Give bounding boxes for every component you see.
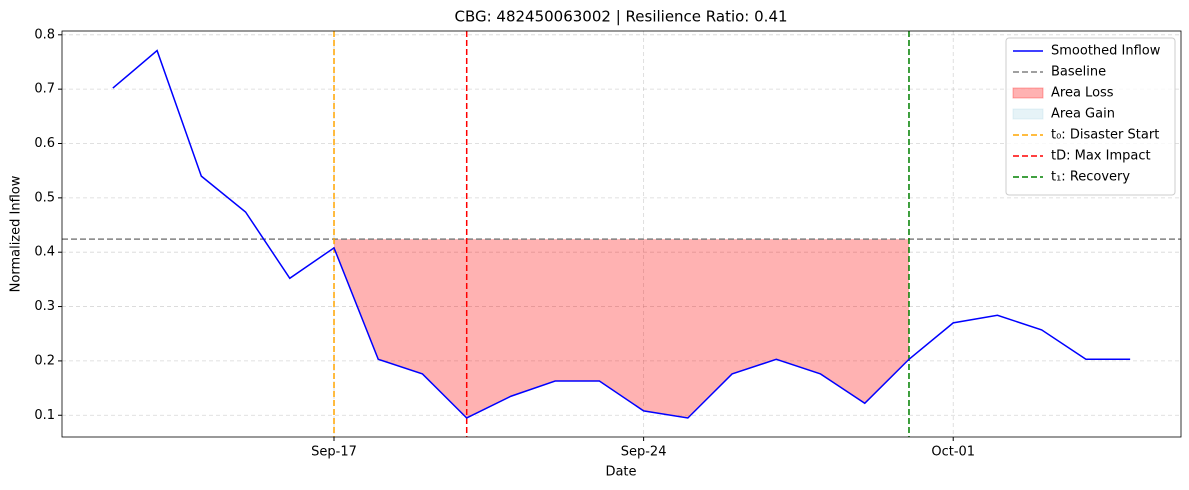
y-tick-label: 0.7: [34, 82, 55, 97]
y-tick-label: 0.4: [34, 245, 55, 260]
plot-frame: [61, 30, 1182, 438]
legend-label: Area Gain: [1051, 107, 1115, 122]
legend-label: Area Loss: [1051, 86, 1114, 101]
legend-swatch: [1012, 87, 1044, 99]
x-tick-label: Sep-17: [311, 445, 357, 460]
legend-label: Baseline: [1051, 65, 1106, 80]
x-axis-label: Date: [605, 465, 636, 480]
y-tick-label: 0.1: [34, 408, 55, 423]
y-tick-label: 0.2: [34, 353, 55, 368]
x-tick-label: Sep-24: [621, 445, 667, 460]
y-tick-label: 0.3: [34, 299, 55, 314]
legend-label: tD: Max Impact: [1051, 149, 1151, 164]
legend-label: Smoothed Inflow: [1051, 44, 1161, 59]
y-tick-label: 0.5: [34, 190, 55, 205]
legend-label: t₀: Disaster Start: [1051, 128, 1159, 143]
area-fill: [334, 239, 909, 418]
y-tick-label: 0.6: [34, 136, 55, 151]
legend-box: [1005, 37, 1176, 196]
y-tick-label: 0.8: [34, 27, 55, 42]
legend-label: t₁: Recovery: [1051, 170, 1130, 185]
legend-swatch: [1012, 108, 1044, 120]
x-tick-label: Oct-01: [931, 445, 975, 460]
y-axis-label: Normalized Inflow: [9, 175, 24, 292]
series-line: [112, 49, 1131, 419]
chart-title: CBG: 482450063002 | Resilience Ratio: 0.…: [454, 8, 787, 26]
